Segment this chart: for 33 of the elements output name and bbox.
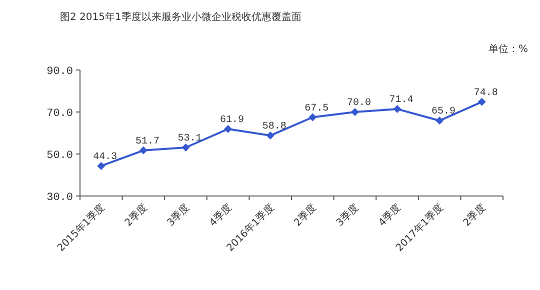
x-tick-label: 4季度 bbox=[207, 202, 234, 229]
data-label: 70.0 bbox=[346, 98, 371, 109]
x-tick-label: 2季度 bbox=[122, 202, 150, 229]
data-label: 51.7 bbox=[135, 136, 160, 148]
y-tick-label: 70.0 bbox=[46, 108, 73, 120]
x-tick-label: 2季度 bbox=[460, 202, 488, 229]
point bbox=[478, 98, 486, 106]
data-label: 71.4 bbox=[389, 95, 414, 106]
data-label: 74.8 bbox=[474, 88, 498, 99]
data-label: 53.1 bbox=[178, 133, 202, 144]
x-tick-label: 4季度 bbox=[376, 202, 404, 229]
y-tick-label: 50.0 bbox=[46, 150, 73, 162]
data-label: 44.3 bbox=[93, 152, 118, 163]
data-label: 58.8 bbox=[262, 122, 286, 133]
point bbox=[350, 108, 359, 116]
data-label: 61.9 bbox=[220, 115, 244, 126]
y-tick-label: 30.0 bbox=[46, 192, 73, 204]
x-tick-label: 2季度 bbox=[292, 202, 319, 229]
point bbox=[97, 162, 106, 170]
data-label: 67.5 bbox=[304, 103, 329, 114]
x-tick-label: 3季度 bbox=[334, 202, 362, 229]
point bbox=[139, 146, 148, 154]
point bbox=[308, 113, 317, 122]
x-tick-label: 3季度 bbox=[164, 202, 192, 229]
point bbox=[224, 125, 232, 134]
point bbox=[436, 116, 444, 125]
data-label: 65.9 bbox=[432, 106, 456, 118]
y-tick-label: 90.0 bbox=[46, 66, 73, 78]
point bbox=[266, 132, 274, 140]
text: 单位：% bbox=[488, 43, 528, 55]
point bbox=[182, 143, 190, 152]
point bbox=[393, 105, 402, 114]
chart-title: 图2 2015年1季度以来服务业小微企业税收优惠覆盖面 bbox=[60, 11, 302, 23]
